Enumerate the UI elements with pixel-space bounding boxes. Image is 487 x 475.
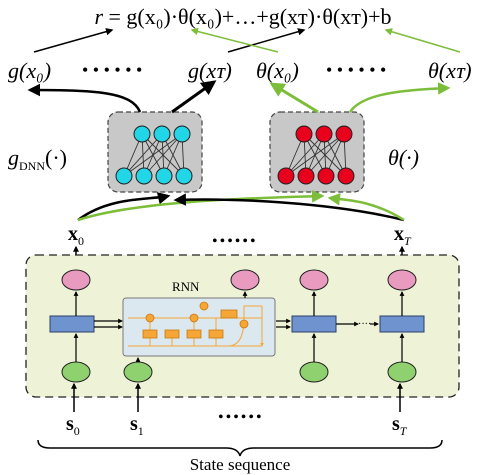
rnn-gate <box>189 313 199 323</box>
rnn-input-node <box>61 361 91 383</box>
rnn-input-node <box>299 361 329 383</box>
g-node <box>155 167 173 185</box>
state-s1: s1 <box>130 413 144 438</box>
rnn-gate <box>164 329 180 339</box>
arrow-thetaT-to-eq <box>384 28 461 53</box>
theta-label: θ(·) <box>388 145 419 170</box>
state-sequence-brace <box>37 439 443 457</box>
g-node <box>133 125 151 143</box>
g-node <box>173 125 191 143</box>
state-dots: •••••• <box>218 409 264 426</box>
state-sT: sT <box>392 413 408 438</box>
g-node <box>115 167 133 185</box>
g-node <box>153 125 171 143</box>
arrow-xT-to-theta <box>327 193 405 222</box>
rnn-output-node <box>299 269 329 291</box>
arrow-dnn-to-theta0 <box>269 82 319 114</box>
theta-node <box>335 125 353 143</box>
theta-node <box>277 167 295 185</box>
theta-node <box>297 167 315 185</box>
g-dnn-label: gDNN(·) <box>8 145 67 173</box>
dnn-theta-network <box>269 111 365 193</box>
rnn-gate <box>199 301 209 311</box>
rnn-output-node <box>230 269 260 291</box>
arrow-dnn-to-gT <box>171 80 217 114</box>
theta-node <box>337 167 355 185</box>
arrow-dnn-to-g0 <box>27 83 142 113</box>
rnn-input-node <box>123 361 153 383</box>
rnn-output-node <box>61 269 91 291</box>
rnn-gate <box>142 329 158 339</box>
feature-xT: xT <box>394 223 412 248</box>
output-g-x0: g(x₀) <box>8 58 51 83</box>
theta-node <box>315 125 333 143</box>
arrow-xT-to-g <box>173 193 405 222</box>
rnn-gate <box>208 329 224 339</box>
rnn-input-node <box>387 361 417 383</box>
rnn-input-nodes <box>61 361 417 383</box>
theta-node <box>317 167 335 185</box>
rnn-hidden-cells <box>49 315 425 333</box>
feature-x0: x0 <box>68 223 84 248</box>
rnn-gate <box>145 313 155 323</box>
output-theta-xT: θ(xᴛ) <box>428 58 472 83</box>
output-dots-left: • • • • • • <box>82 60 142 80</box>
rnn-gates <box>128 301 264 347</box>
dnn-g-network <box>107 111 203 193</box>
arrow-theta0-to-eq <box>190 27 279 53</box>
feature-dots: •••••• <box>212 233 258 250</box>
rnn-hidden-cell <box>379 315 425 333</box>
rnn-gate <box>186 329 202 339</box>
rnn-label: RNN <box>172 279 200 294</box>
output-theta-x0: θ(x₀) <box>256 58 299 83</box>
state-sequence-label: State sequence <box>190 455 291 474</box>
rnn-gate <box>220 309 238 319</box>
g-node <box>135 167 153 185</box>
output-g-xT: g(xᴛ) <box>188 58 232 83</box>
rnn-hidden-cell <box>49 315 95 333</box>
rnn-output-node <box>387 269 417 291</box>
output-dots-right: • • • • • • <box>326 60 386 80</box>
arrow-x0-to-theta <box>77 190 325 222</box>
rnn-gate <box>239 319 249 329</box>
rnn-output-nodes <box>61 269 417 291</box>
g-node <box>175 167 193 185</box>
theta-node <box>295 125 313 143</box>
state-s0: s0 <box>66 413 80 438</box>
rnn-hidden-cell <box>291 315 337 333</box>
rnn-inner-cell <box>122 297 276 357</box>
arrow-gT-to-eq <box>227 28 306 53</box>
arrow-dnn-to-thetaT <box>348 82 451 113</box>
arrow-x0-to-g <box>77 192 171 222</box>
reward-equation: r = g(x₀)·θ(x₀)+…+g(xᴛ)·θ(xᴛ)+b <box>94 4 391 29</box>
arrow-g0-to-eq <box>33 28 114 53</box>
rnn-hidden-dots: ···· <box>358 319 371 330</box>
